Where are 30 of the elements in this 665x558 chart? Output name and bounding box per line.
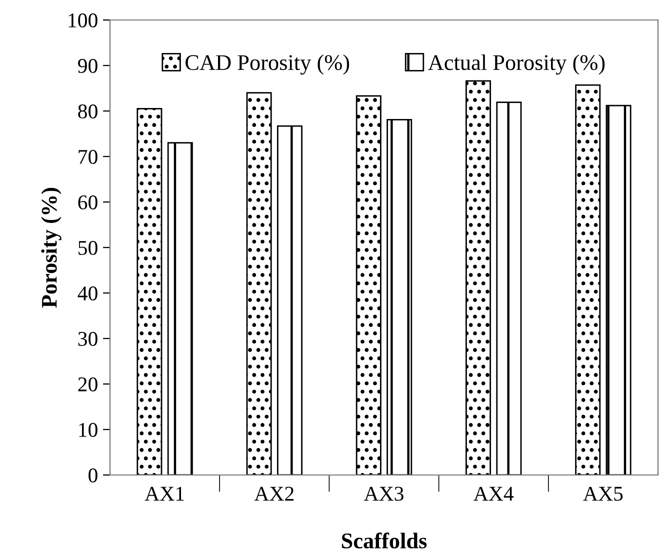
bar	[575, 84, 601, 475]
bar	[606, 104, 632, 475]
bar	[466, 80, 492, 475]
y-tick-label: 90	[78, 58, 98, 73]
x-tick-label: AX1	[144, 486, 184, 501]
y-axis-title: Porosity (%)	[41, 188, 62, 308]
x-tick-label: AX5	[583, 486, 623, 501]
x-tick-label: AX4	[474, 486, 514, 501]
x-tick-label: AX3	[364, 486, 404, 501]
bar	[276, 125, 302, 475]
y-tick-label: 100	[68, 13, 98, 28]
bar	[356, 95, 382, 475]
x-axis-title: Scaffolds	[342, 532, 427, 548]
x-tick-label: AX2	[254, 486, 294, 501]
y-tick-label: 40	[78, 286, 98, 300]
legend-label: CAD Porosity (%)	[186, 54, 350, 75]
y-tick-label: 30	[78, 332, 98, 346]
bar	[136, 108, 162, 475]
bar	[246, 92, 272, 475]
bar	[167, 142, 193, 475]
legend-label: Actual Porosity (%)	[428, 54, 605, 75]
bar	[386, 118, 412, 475]
y-tick-label: 70	[78, 150, 98, 164]
y-tick-label: 50	[78, 240, 98, 255]
y-tick-label: 80	[78, 104, 98, 118]
y-tick-label: 0	[88, 468, 98, 482]
y-tick-label: 20	[78, 377, 98, 392]
bar	[496, 102, 522, 475]
y-tick-label: 60	[78, 195, 98, 210]
y-tick-label: 10	[79, 422, 98, 437]
